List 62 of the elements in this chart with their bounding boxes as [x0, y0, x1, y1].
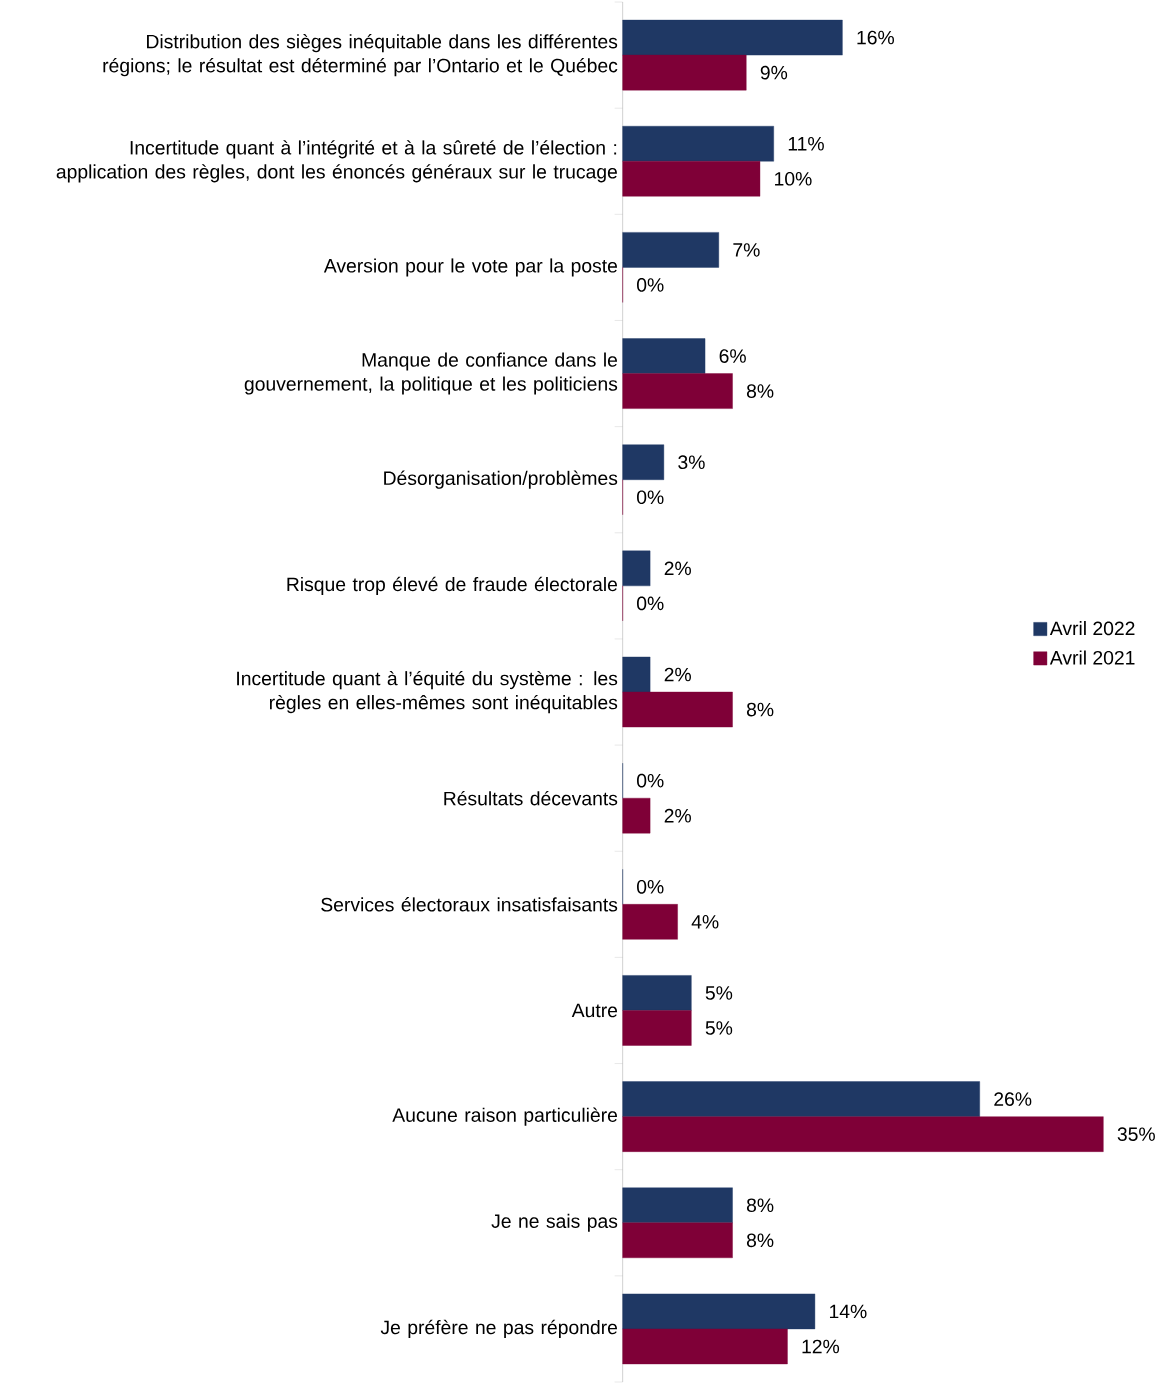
data-label: 16%: [857, 30, 895, 45]
data-label: 0%: [637, 773, 664, 788]
data-label: 2%: [664, 808, 691, 823]
bar: [622, 1081, 980, 1117]
bar: [622, 1116, 1104, 1152]
bar: [622, 1293, 816, 1330]
data-label: 11%: [788, 136, 824, 151]
bar: [622, 444, 665, 480]
legend-label: Avril 2021: [1049, 650, 1135, 665]
data-label: 5%: [705, 1021, 733, 1035]
bar: [622, 550, 651, 587]
data-label: 8%: [746, 384, 774, 398]
bar: [622, 126, 774, 162]
data-label: 14%: [829, 1304, 867, 1319]
bar: [622, 975, 692, 1011]
legend-label: Avril 2022: [1049, 621, 1135, 636]
bar: [622, 1187, 733, 1223]
data-label: 26%: [994, 1092, 1032, 1106]
y-tick-label: Distribution des sièges inéquitable dans les différentes régions; le résultat est déterminé par l’Ontario et le Québec: [103, 33, 618, 77]
bar: [622, 19, 843, 56]
bar: [622, 656, 651, 693]
data-label: 8%: [746, 702, 774, 717]
y-tick-label: Risque trop élevé de fraude électorale: [287, 576, 618, 595]
data-label: 7%: [733, 243, 760, 257]
data-label: 9%: [760, 65, 788, 80]
y-tick-label: Résultats décevants: [444, 790, 618, 806]
y-tick-label: Je ne sais pas: [491, 1213, 618, 1232]
y-tick-label: Services électoraux insatisfaisants: [321, 897, 618, 912]
y-tick-label: Aucune raison particulière: [392, 1107, 618, 1126]
data-label: 35%: [1117, 1127, 1155, 1141]
data-label: 3%: [678, 455, 705, 470]
data-label: 12%: [802, 1339, 840, 1354]
y-tick-label: Aversion pour le vote par la poste: [323, 258, 618, 277]
data-label: 10%: [775, 171, 812, 186]
data-label: 2%: [664, 667, 691, 682]
y-tick-label: Manque de confiance dans le gouvernement, la politique et les politiciens: [244, 352, 618, 395]
data-label: 0%: [637, 879, 664, 894]
bar: [622, 1222, 733, 1259]
data-label: 0%: [637, 596, 664, 611]
bar: [622, 1328, 788, 1365]
data-label: 5%: [705, 986, 733, 1000]
y-tick-label: Désorganisation/problèmes: [384, 470, 618, 489]
bar: [622, 54, 747, 91]
data-label: 8%: [746, 1233, 774, 1248]
bar: [622, 797, 651, 834]
bar: [622, 904, 678, 940]
bar: [622, 161, 761, 197]
y-tick-label: Je préfère ne pas répondre: [380, 1319, 618, 1339]
y-tick-label: Autre: [571, 1003, 618, 1018]
data-label: 4%: [691, 915, 719, 929]
data-label: 8%: [746, 1198, 774, 1213]
data-label: 0%: [637, 278, 664, 292]
bar: [622, 691, 733, 728]
y-tick-label: Incertitude quant à l’équité du système : les règles en elles-mêmes sont inéquitables: [237, 670, 618, 714]
bar: [622, 373, 733, 409]
data-label: 6%: [719, 349, 746, 363]
y-tick-label: Incertitude quant à l’intégrité et à la sûreté de l’élection : application des règles, dont les énoncés généraux sur le trucage: [56, 140, 617, 183]
bar: [622, 232, 719, 268]
data-label: 0%: [637, 490, 664, 505]
data-label: 2%: [664, 561, 691, 576]
bar: [622, 1010, 692, 1046]
bar: [622, 338, 706, 374]
